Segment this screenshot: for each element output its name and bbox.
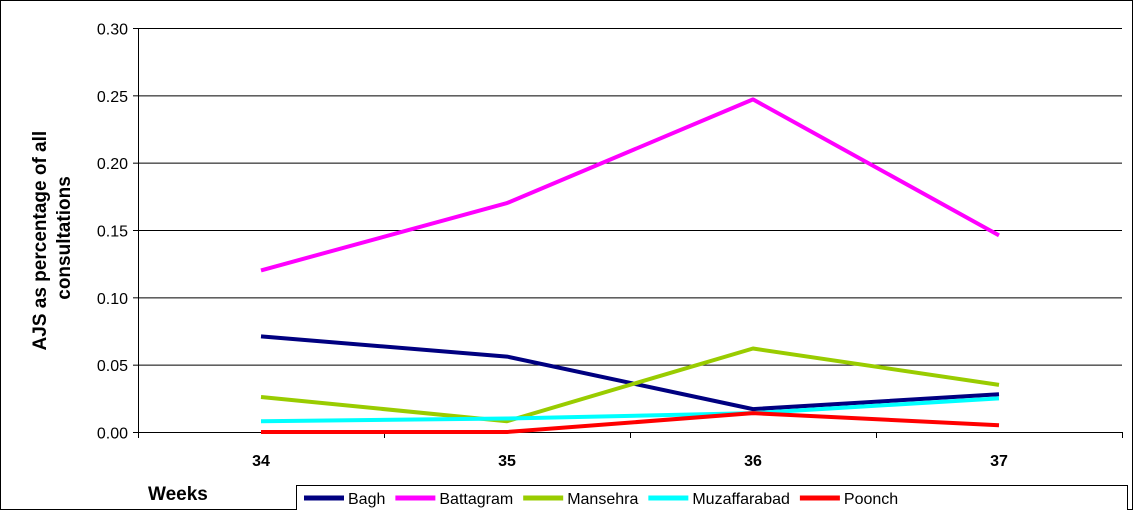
x-tick-label: 36 — [744, 453, 762, 470]
x-tick-labels: 34 35 36 37 — [252, 453, 1008, 470]
y-tick-label: 0.05 — [97, 358, 128, 375]
legend-item-muzaffarabad: Muzaffarabad — [648, 491, 790, 508]
legend-label: Muzaffarabad — [692, 491, 790, 508]
y-tick-label: 0.00 — [97, 426, 128, 443]
x-axis-label: Weeks — [148, 484, 208, 505]
series-line-mansehra — [260, 346, 1000, 424]
y-tick-label: 0.15 — [97, 224, 128, 241]
legend-label: Poonch — [844, 491, 898, 508]
legend-label: Mansehra — [567, 491, 638, 508]
x-tick-label: 34 — [252, 453, 270, 470]
legend-label: Bagh — [348, 491, 385, 508]
y-axis-label-line-1: AJS as percentage of all — [30, 131, 51, 351]
y-axis-label-line-2: consultations — [54, 176, 75, 300]
legend-item-mansehra: Mansehra — [523, 491, 638, 508]
legend-item-bagh: Bagh — [304, 491, 385, 508]
legend-label: Battagram — [439, 491, 513, 508]
legend-item-battagram: Battagram — [395, 491, 513, 508]
legend-item-poonch: Poonch — [799, 491, 898, 508]
y-tick-label: 0.30 — [97, 22, 128, 39]
y-tick-label: 0.10 — [97, 291, 128, 308]
legend: Bagh Battagram Mansehra Muzaffarabad Poonch — [296, 485, 1128, 510]
gridlines — [133, 28, 1122, 433]
series-line-muzaffarabad — [260, 396, 1000, 424]
y-tick-label: 0.25 — [97, 89, 128, 106]
series-lines — [260, 97, 1000, 434]
y-tick-label: 0.20 — [97, 156, 128, 173]
x-tick-label: 35 — [498, 453, 516, 470]
x-tick-label: 37 — [990, 453, 1008, 470]
series-line-battagram — [260, 97, 1000, 273]
series-line-poonch — [261, 411, 1000, 434]
y-tick-labels: 0.00 0.05 0.10 0.15 0.20 0.25 0.30 — [97, 22, 128, 443]
y-axis-label: AJS as percentage of all consultations — [30, 126, 75, 351]
